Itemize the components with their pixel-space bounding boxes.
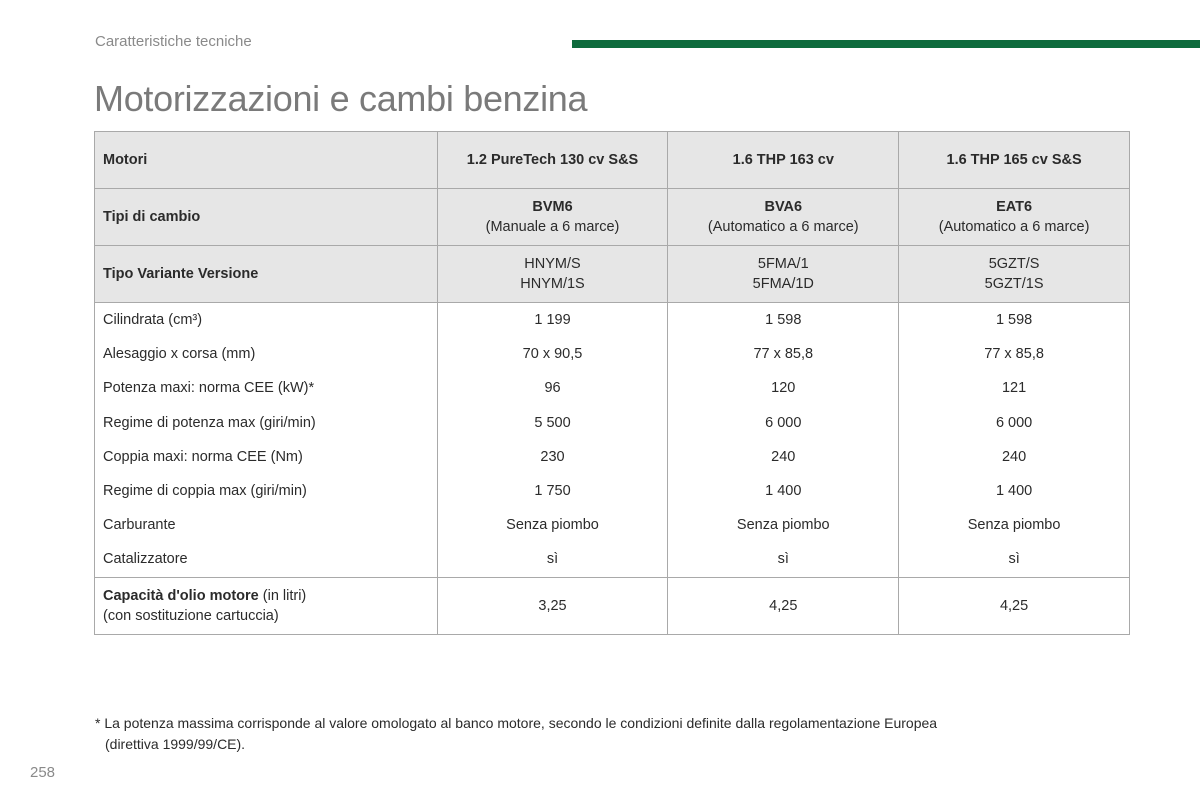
oil-capacity-label: Capacità d'olio motore (in litri) (con s… [94,576,438,635]
footnote: * La potenza massima corrisponde al valo… [95,713,1055,755]
variant-code: 5GZT/S [988,256,1040,272]
row-value: Senza piombo [667,508,900,543]
row-label: Alesaggio x corsa (mm) [94,337,438,372]
oil-capacity-unit: (in litri) [258,587,307,604]
gearbox-desc: (Automatico a 6 marce) [938,219,1090,235]
variant-row: Tipo Variante Versione HNYM/S HNYM/1S 5F… [94,245,1130,303]
row-value: 1 400 [898,473,1130,509]
table-row: Potenza maxi: norma CEE (kW)* 96 120 121 [94,371,1130,406]
gearbox-row: Tipi di cambio BVM6 (Manuale a 6 marce) … [94,188,1130,246]
gearbox-desc: (Manuale a 6 marce) [485,219,620,235]
row-value: 1 598 [898,302,1130,338]
gearbox-desc: (Automatico a 6 marce) [707,219,859,235]
row-value: 6 000 [667,405,900,440]
engine-name: 1.6 THP 163 cv [667,131,900,189]
row-value: 96 [436,371,669,406]
oil-capacity-title: Capacità d'olio motore (in litri) [103,586,429,606]
section-label: Caratteristiche tecniche [95,33,252,50]
row-label: Cilindrata (cm³) [94,302,438,338]
table-row: Regime di coppia max (giri/min) 1 750 1 … [94,473,1130,509]
page-number: 258 [30,764,56,781]
row-value: 1 598 [667,302,900,338]
row-value: 1 199 [436,302,669,338]
engines-row: Motori 1.2 PureTech 130 cv S&S 1.6 THP 1… [94,131,1130,189]
oil-capacity-value: 3,25 [436,576,669,635]
variant-cell: 5GZT/S 5GZT/1S [898,245,1130,303]
row-label: Regime di potenza max (giri/min) [94,405,438,440]
oil-capacity-value: 4,25 [667,576,900,635]
row-value: sì [667,542,900,577]
row-value: sì [898,542,1130,577]
variant-cell: 5FMA/1 5FMA/1D [667,245,900,303]
gearbox-code: EAT6 [996,199,1033,215]
variant-code: 5FMA/1 [757,256,809,272]
row-label: Catalizzatore [94,542,438,577]
oil-capacity-row: Capacità d'olio motore (in litri) (con s… [94,576,1130,635]
variant-cell: HNYM/S HNYM/1S [436,245,669,303]
row-label: Regime di coppia max (giri/min) [94,473,438,509]
footnote-line: * La potenza massima corrisponde al valo… [95,715,938,731]
oil-capacity-note: (con sostituzione cartuccia) [103,607,279,624]
row-label: Coppia maxi: norma CEE (Nm) [94,439,438,474]
gearbox-cell: BVA6 (Automatico a 6 marce) [667,188,900,246]
table-row: Carburante Senza piombo Senza piombo Sen… [94,508,1130,543]
variant-code: 5GZT/1S [984,276,1044,292]
row-value: 1 750 [436,473,669,509]
footnote-line: (direttiva 1999/99/CE). [105,736,246,752]
engine-name: 1.6 THP 165 cv S&S [898,131,1130,189]
gearbox-cell: EAT6 (Automatico a 6 marce) [898,188,1130,246]
variant-label: Tipo Variante Versione [94,245,438,303]
table-row: Cilindrata (cm³) 1 199 1 598 1 598 [94,302,1130,338]
row-value: 6 000 [898,405,1130,440]
row-value: 77 x 85,8 [667,337,900,372]
table-row: Alesaggio x corsa (mm) 70 x 90,5 77 x 85… [94,337,1130,372]
row-label: Carburante [94,508,438,543]
row-value: 70 x 90,5 [436,337,669,372]
row-value: 230 [436,439,669,474]
row-value: 120 [667,371,900,406]
row-value: 1 400 [667,473,900,509]
gearbox-code: BVM6 [532,199,573,215]
table-row: Coppia maxi: norma CEE (Nm) 230 240 240 [94,439,1130,474]
variant-code: HNYM/S [524,256,581,272]
table-row: Catalizzatore sì sì sì [94,542,1130,577]
oil-capacity-value: 4,25 [898,576,1130,635]
engine-specs-table: Motori 1.2 PureTech 130 cv S&S 1.6 THP 1… [94,131,1130,635]
row-value: sì [436,542,669,577]
gearbox-code: BVA6 [764,199,803,215]
engine-name: 1.2 PureTech 130 cv S&S [436,131,669,189]
row-value: 121 [898,371,1130,406]
gearbox-cell: BVM6 (Manuale a 6 marce) [436,188,669,246]
variant-code: HNYM/1S [520,276,585,292]
page-title: Motorizzazioni e cambi benzina [94,78,588,119]
row-value: Senza piombo [436,508,669,543]
row-value: 240 [667,439,900,474]
row-value: 240 [898,439,1130,474]
gearbox-label: Tipi di cambio [94,188,438,246]
engines-label: Motori [94,131,438,189]
row-label: Potenza maxi: norma CEE (kW)* [94,371,438,406]
row-value: 77 x 85,8 [898,337,1130,372]
row-value: Senza piombo [898,508,1130,543]
table-row: Regime di potenza max (giri/min) 5 500 6… [94,405,1130,440]
section-accent-bar [572,40,1200,48]
oil-capacity-bold: Capacità d'olio motore [103,587,259,604]
row-value: 5 500 [436,405,669,440]
variant-code: 5FMA/1D [752,276,814,292]
